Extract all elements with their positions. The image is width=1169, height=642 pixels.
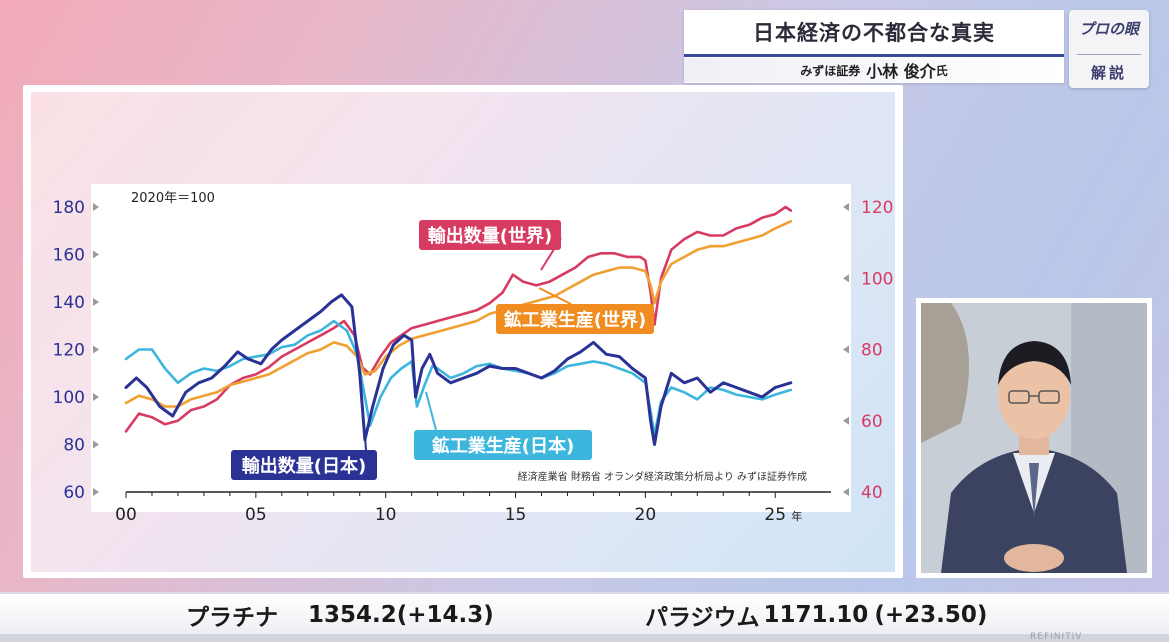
guest-firm: みずほ証券 xyxy=(800,63,861,78)
y-left-tick-mark xyxy=(93,298,99,306)
ticker-value: 1171.10 xyxy=(763,602,869,628)
series-line xyxy=(124,205,793,433)
chart-frame: 2020年＝100 60 80 100 120 140 160 180 40 60 80 100 120… xyxy=(23,85,903,578)
guest-honorific: 氏 xyxy=(935,63,948,78)
price-ticker: プラチナ 1354.2 (+14.3) パラジウム 1171.10 (+23.5… xyxy=(0,592,1169,636)
x-unit-label: 年 xyxy=(791,509,802,523)
ticker-item-platinum: プラチナ 1354.2 (+14.3) xyxy=(186,594,494,636)
x-tick-label: 00 xyxy=(115,505,137,525)
annotation-label: 鉱工業生産(日本) xyxy=(432,435,574,457)
segment-badge-divider xyxy=(1077,54,1141,55)
speaker-figure xyxy=(921,303,1147,573)
line-chart: 2020年＝100 60 80 100 120 140 160 180 40 60 80 100 120… xyxy=(53,184,893,525)
annotation-label: 輸出数量(日本) xyxy=(242,455,366,477)
annotation-label: 鉱工業生産(世界) xyxy=(504,309,646,331)
annotation-pointer xyxy=(425,391,437,431)
x-tick-label: 10 xyxy=(375,505,397,525)
y-right-tick-label: 40 xyxy=(861,483,883,503)
segment-badge-bottom: 解説 xyxy=(1090,64,1127,82)
segment-badge-top: プロの眼 xyxy=(1078,20,1139,38)
ticker-value: 1354.2 xyxy=(308,602,397,628)
guest-caption: みずほ証券 小林 俊介氏 xyxy=(684,58,1064,82)
y-right-tick-mark xyxy=(843,203,849,211)
y-left-tick-mark xyxy=(93,393,99,401)
ticker-name: パラジウム xyxy=(645,605,760,631)
y-right-tick-mark xyxy=(843,345,849,354)
x-tick-label: 25 xyxy=(764,505,786,525)
chart-background: 2020年＝100 60 80 100 120 140 160 180 40 60 80 100 120… xyxy=(31,92,895,572)
x-tick-label: 15 xyxy=(505,505,527,525)
annotation-label: 輸出数量(世界) xyxy=(428,225,552,247)
series-line xyxy=(124,293,793,446)
y-right-tick-label: 100 xyxy=(861,269,893,289)
guest-name: 小林 俊介 xyxy=(866,62,936,81)
annotation-pointer xyxy=(363,423,367,451)
y-left-tick-label: 120 xyxy=(53,341,85,361)
annotation-box xyxy=(231,450,377,480)
y-right-tick-label: 80 xyxy=(861,341,883,361)
program-title-panel: 日本経済の不都合な真実 みずほ証券 小林 俊介氏 xyxy=(684,10,1064,83)
y-left-tick-mark xyxy=(93,440,99,449)
x-tick-label: 20 xyxy=(635,505,657,525)
ticker-change: (+14.3) xyxy=(396,602,494,628)
y-left-tick-label: 60 xyxy=(63,483,85,503)
series-line xyxy=(124,220,793,408)
y-left-tick-label: 140 xyxy=(53,293,85,313)
y-left-tick-mark xyxy=(93,203,99,211)
y-right-tick-mark xyxy=(843,488,849,496)
y-left-tick-label: 180 xyxy=(53,198,85,218)
ticker-name: プラチナ xyxy=(186,605,278,631)
base-note: 2020年＝100 xyxy=(131,191,215,206)
source-note: 経済産業省 財務省 オランダ経済政策分析局より みずほ証券作成 xyxy=(518,470,807,483)
y-right-tick-label: 60 xyxy=(861,412,883,432)
y-right-tick-label: 120 xyxy=(861,198,893,218)
annotation-pointer xyxy=(538,287,572,305)
y-left-tick-mark xyxy=(93,250,99,259)
program-title: 日本経済の不都合な真実 xyxy=(684,10,1064,57)
annotation-box xyxy=(414,430,592,460)
annotation-box xyxy=(419,220,561,250)
plot-area xyxy=(91,184,851,512)
y-left-tick-label: 80 xyxy=(63,436,85,456)
y-left-tick-mark xyxy=(93,345,99,354)
ticker-item-palladium: パラジウム 1171.10 (+23.50) xyxy=(645,594,987,636)
data-provider-logo: REFINITIV xyxy=(1030,632,1083,642)
x-tick-label: 05 xyxy=(245,505,267,525)
y-right-tick-mark xyxy=(843,416,849,425)
ticker-change: (+23.50) xyxy=(874,602,988,628)
y-right-tick-mark xyxy=(843,274,849,283)
speaker-video xyxy=(916,298,1152,578)
segment-badge: プロの眼 解説 xyxy=(1069,10,1149,88)
ticker-bottom-bar xyxy=(0,634,1169,642)
speaker-video-frame xyxy=(921,303,1147,573)
y-left-tick-label: 160 xyxy=(53,246,85,266)
y-left-tick-mark xyxy=(93,488,99,496)
y-left-tick-label: 100 xyxy=(53,388,85,408)
annotation-box xyxy=(496,304,654,334)
